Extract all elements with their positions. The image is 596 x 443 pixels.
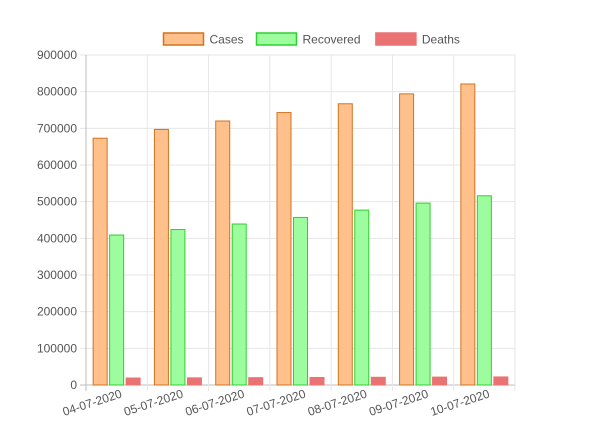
bar-cases-10-07-2020 — [460, 83, 476, 386]
y-tick-label: 900000 — [37, 48, 77, 62]
x-axis: 04-07-202005-07-202006-07-202007-07-2020… — [61, 386, 492, 418]
bar-recovered-05-07-2020 — [170, 229, 186, 386]
y-tick-label: 800000 — [37, 85, 77, 99]
y-tick-label: 500000 — [37, 195, 77, 209]
bar-deaths-06-07-2020 — [248, 377, 264, 386]
legend-swatch-deaths — [375, 32, 417, 46]
y-tick-label: 300000 — [37, 268, 77, 282]
bar-recovered-10-07-2020 — [476, 195, 492, 386]
x-tick-label: 07-07-2020 — [245, 386, 308, 418]
bar-cases-04-07-2020 — [92, 137, 108, 386]
bar-recovered-08-07-2020 — [354, 209, 370, 386]
bar-deaths-07-07-2020 — [309, 376, 325, 386]
y-tick-label: 100000 — [37, 341, 77, 355]
y-tick-label: 400000 — [37, 231, 77, 245]
bar-recovered-09-07-2020 — [415, 202, 431, 386]
bar-recovered-07-07-2020 — [293, 216, 308, 386]
y-tick-label: 600000 — [37, 158, 77, 172]
bar-cases-07-07-2020 — [276, 112, 292, 386]
x-tick-label: 08-07-2020 — [306, 386, 369, 418]
legend-label-recovered: Recovered — [303, 33, 361, 47]
bar-deaths-04-07-2020 — [125, 377, 141, 386]
legend-swatch-recovered — [255, 32, 298, 46]
legend-item-cases: Cases — [162, 32, 244, 47]
bar-deaths-10-07-2020 — [493, 376, 509, 386]
x-tick-label: 10-07-2020 — [429, 386, 492, 418]
bar-cases-09-07-2020 — [399, 93, 415, 386]
bars — [92, 83, 509, 386]
y-tick-label: 200000 — [37, 305, 77, 319]
legend-label-deaths: Deaths — [422, 33, 460, 47]
bar-recovered-06-07-2020 — [231, 223, 247, 386]
bar-cases-05-07-2020 — [153, 128, 169, 386]
legend-label-cases: Cases — [210, 33, 244, 47]
bar-recovered-04-07-2020 — [109, 234, 125, 386]
legend-item-recovered: Recovered — [255, 32, 361, 47]
legend-item-deaths: Deaths — [375, 32, 460, 47]
x-tick-label: 09-07-2020 — [367, 386, 430, 418]
x-tick-label: 06-07-2020 — [183, 386, 246, 418]
x-tick-label: 05-07-2020 — [122, 386, 185, 418]
bar-deaths-09-07-2020 — [432, 376, 448, 386]
grid — [80, 54, 516, 391]
bar-deaths-08-07-2020 — [370, 376, 386, 386]
bar-deaths-05-07-2020 — [186, 377, 202, 386]
legend-swatch-cases — [162, 32, 205, 46]
y-axis: 0 100000 200000 300000 400000 500000 600000 700… — [37, 48, 77, 392]
bar-cases-08-07-2020 — [337, 103, 353, 386]
y-tick-label: 700000 — [37, 121, 77, 135]
bar-cases-06-07-2020 — [215, 120, 231, 386]
y-tick-label: 0 — [70, 378, 77, 392]
legend: Cases Recovered Deaths — [162, 32, 460, 47]
